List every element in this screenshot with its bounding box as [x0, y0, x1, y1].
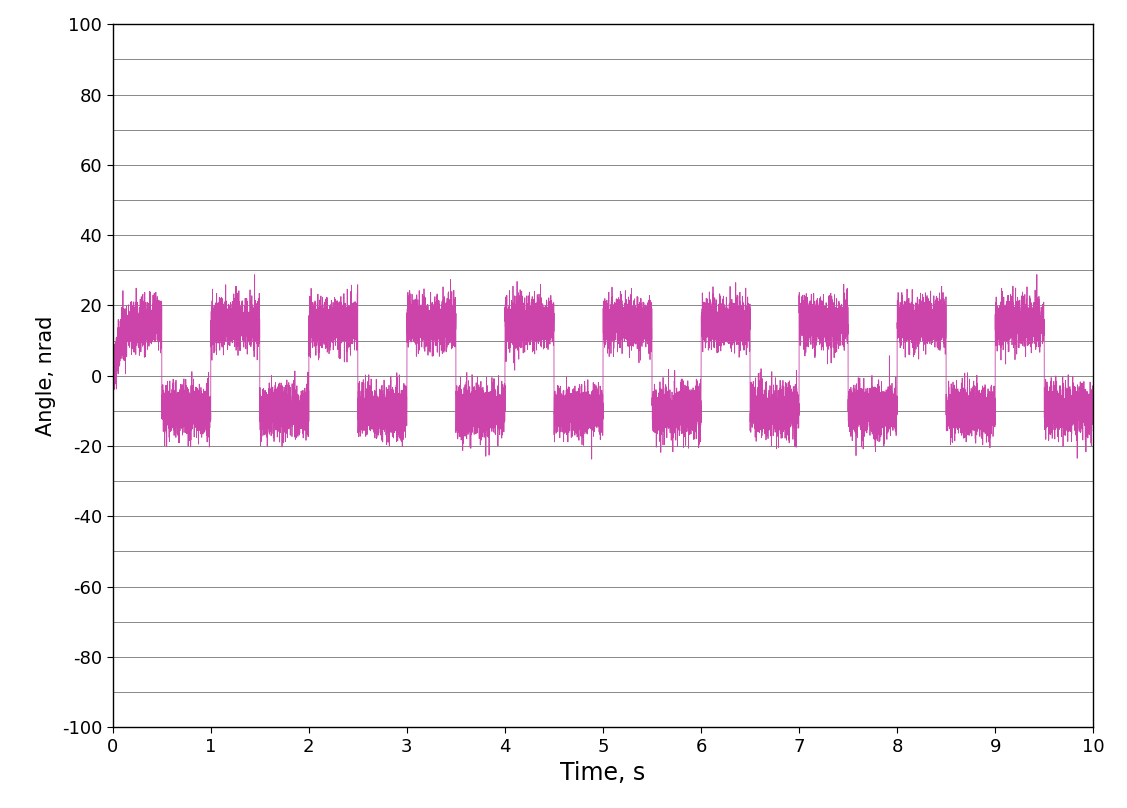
- X-axis label: Time, s: Time, s: [560, 761, 646, 785]
- Y-axis label: Angle, nrad: Angle, nrad: [36, 316, 56, 436]
